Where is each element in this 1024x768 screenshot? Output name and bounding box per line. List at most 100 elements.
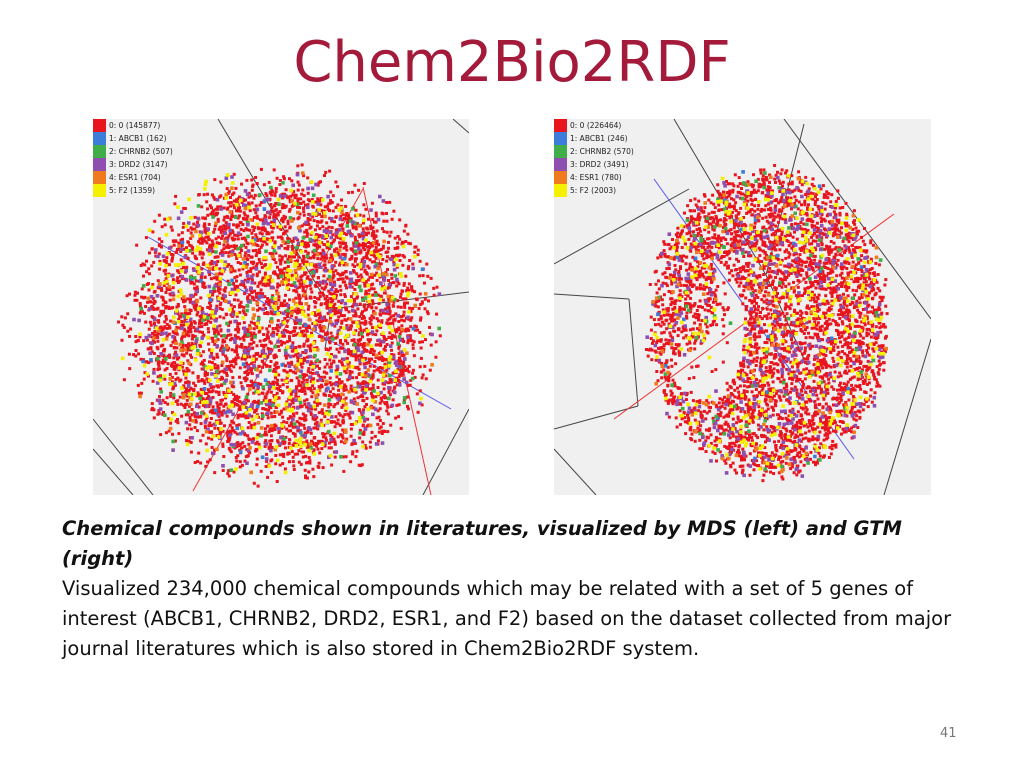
scatter-point bbox=[229, 303, 233, 307]
scatter-point bbox=[211, 411, 215, 415]
scatter-point bbox=[369, 322, 373, 326]
scatter-point bbox=[360, 388, 364, 392]
scatter-point bbox=[218, 227, 222, 231]
scatter-point bbox=[167, 332, 171, 336]
scatter-point bbox=[155, 345, 159, 349]
scatter-point bbox=[426, 312, 430, 316]
scatter-point bbox=[393, 236, 397, 240]
scatter-point bbox=[378, 248, 382, 252]
scatter-point bbox=[164, 331, 168, 336]
scatter-point bbox=[208, 348, 211, 352]
scatter-point bbox=[377, 430, 381, 434]
scatter-point bbox=[145, 259, 148, 263]
scatter-point bbox=[171, 253, 175, 257]
scatter-point bbox=[296, 452, 300, 456]
scatter-point bbox=[351, 321, 355, 325]
scatter-point bbox=[239, 414, 243, 418]
scatter-point bbox=[259, 433, 264, 438]
scatter-point bbox=[345, 224, 350, 228]
scatter-point bbox=[221, 398, 224, 402]
scatter-point bbox=[282, 329, 286, 332]
scatter-point bbox=[253, 422, 257, 426]
scatter-point bbox=[194, 305, 198, 308]
scatter-point bbox=[302, 440, 306, 445]
scatter-point bbox=[277, 429, 281, 433]
scatter-point bbox=[347, 348, 350, 352]
scatter-point bbox=[210, 259, 214, 263]
scatter-point bbox=[403, 303, 406, 307]
scatter-point bbox=[223, 260, 228, 264]
scatter-point bbox=[324, 382, 328, 386]
scatter-point bbox=[194, 229, 198, 234]
scatter-point bbox=[348, 317, 353, 321]
scatter-point bbox=[257, 227, 261, 231]
scatter-point bbox=[254, 243, 258, 247]
scatter-point bbox=[209, 417, 213, 420]
scatter-point bbox=[371, 241, 376, 245]
scatter-point bbox=[347, 390, 351, 394]
scatter-point bbox=[180, 320, 183, 324]
scatter-point bbox=[371, 383, 375, 387]
scatter-point bbox=[291, 390, 295, 394]
scatter-point bbox=[188, 344, 192, 348]
scatter-point bbox=[249, 470, 253, 475]
scatter-point bbox=[150, 247, 154, 251]
scatter-point bbox=[357, 354, 361, 358]
scatter-point bbox=[267, 210, 271, 214]
scatter-point bbox=[151, 379, 155, 383]
scatter-point bbox=[174, 332, 178, 336]
scatter-point bbox=[140, 295, 144, 299]
scatter-point bbox=[162, 269, 166, 273]
scatter-point bbox=[133, 290, 137, 294]
scatter-point bbox=[212, 366, 216, 370]
scatter-point bbox=[282, 232, 285, 236]
slide-title: Chem2Bio2RDF bbox=[293, 30, 731, 95]
scatter-point bbox=[210, 430, 213, 434]
scatter-point bbox=[156, 375, 160, 379]
scatter-point bbox=[336, 329, 341, 334]
scatter-point bbox=[243, 285, 247, 289]
scatter-point bbox=[231, 400, 235, 404]
scatter-point bbox=[333, 248, 337, 252]
scatter-point bbox=[300, 389, 304, 393]
scatter-point bbox=[313, 414, 317, 418]
scatter-point bbox=[345, 359, 349, 364]
scatter-point bbox=[402, 348, 407, 352]
scatter-point bbox=[220, 410, 224, 414]
scatter-point bbox=[184, 312, 188, 316]
scatter-point bbox=[183, 255, 188, 260]
scatter-point bbox=[334, 228, 338, 232]
scatter-point bbox=[203, 403, 207, 407]
scatter-point bbox=[222, 316, 226, 320]
scatter-point bbox=[298, 326, 302, 330]
scatter-point bbox=[297, 384, 301, 388]
scatter-point bbox=[151, 331, 154, 335]
scatter-point bbox=[346, 229, 351, 234]
scatter-point bbox=[423, 307, 427, 311]
scatter-point bbox=[381, 246, 385, 250]
scatter-point bbox=[409, 309, 413, 313]
scatter-point bbox=[325, 221, 329, 225]
scatter-point bbox=[207, 248, 212, 253]
scatter-point bbox=[329, 390, 332, 394]
scatter-point bbox=[304, 418, 308, 422]
scatter-point bbox=[332, 382, 335, 386]
scatter-point bbox=[276, 426, 281, 431]
scatter-point bbox=[232, 392, 236, 396]
scatter-point bbox=[339, 455, 343, 459]
scatter-point bbox=[378, 297, 383, 302]
scatter-point bbox=[233, 334, 237, 338]
scatter-point bbox=[371, 352, 375, 356]
scatter-point bbox=[235, 257, 239, 260]
scatter-point bbox=[341, 399, 345, 404]
scatter-point bbox=[193, 426, 197, 429]
scatter-point bbox=[191, 371, 195, 375]
scatter-point bbox=[207, 237, 211, 241]
scatter-point bbox=[309, 371, 312, 375]
scatter-point bbox=[341, 363, 344, 367]
scatter-point bbox=[291, 255, 295, 259]
scatter-point bbox=[275, 365, 279, 369]
scatter-point bbox=[218, 324, 222, 328]
scatter-point bbox=[354, 238, 357, 242]
scatter-point bbox=[160, 329, 163, 333]
